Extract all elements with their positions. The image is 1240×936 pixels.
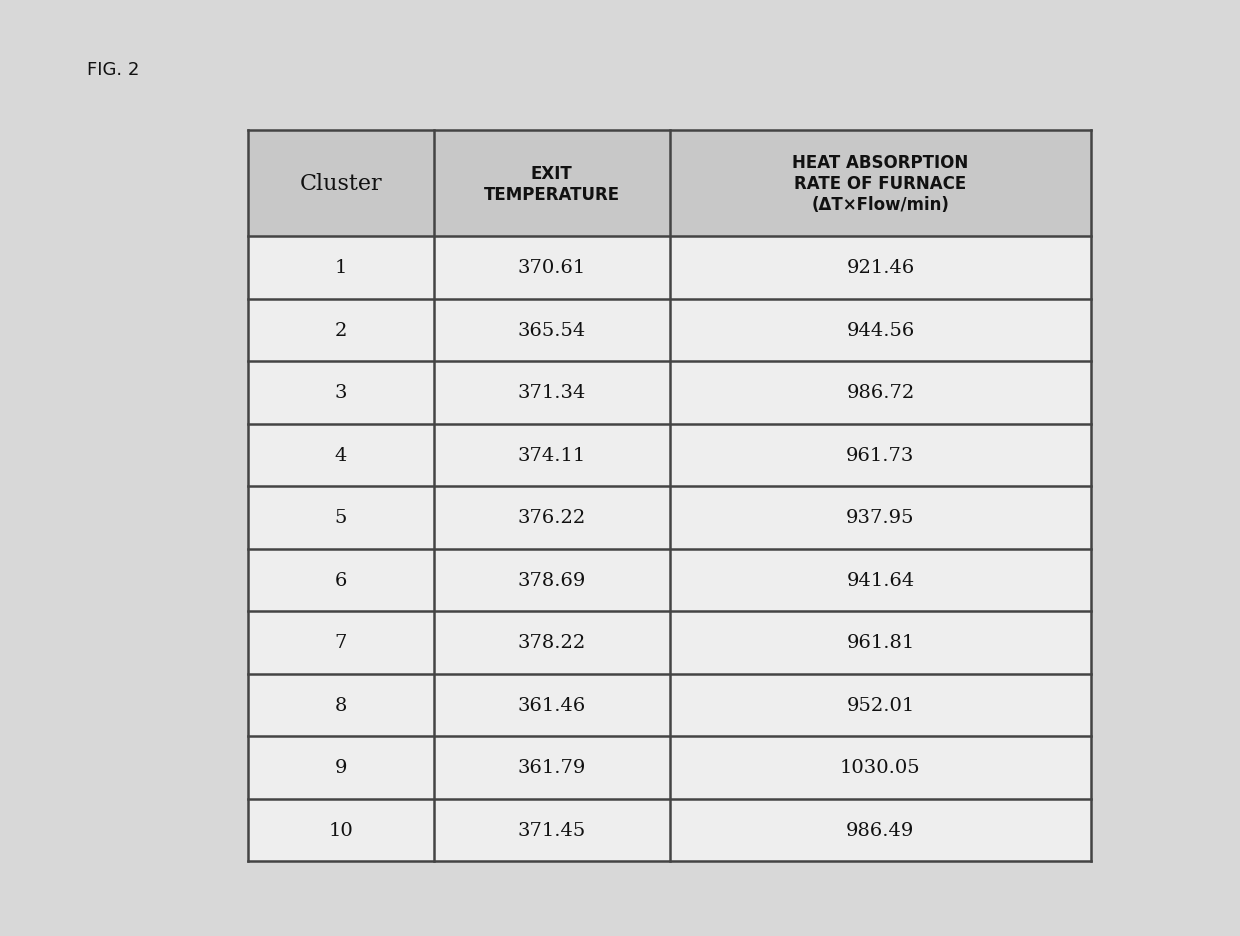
Text: Cluster: Cluster <box>299 173 382 195</box>
Text: 10: 10 <box>329 821 353 839</box>
Text: 5: 5 <box>335 509 347 527</box>
Text: 6: 6 <box>335 571 347 590</box>
Text: 3: 3 <box>335 384 347 402</box>
Text: 941.64: 941.64 <box>846 571 915 590</box>
Text: 371.34: 371.34 <box>517 384 585 402</box>
Text: 378.22: 378.22 <box>517 634 585 651</box>
Text: 8: 8 <box>335 696 347 714</box>
Text: 961.81: 961.81 <box>846 634 915 651</box>
Text: 370.61: 370.61 <box>517 259 585 277</box>
Text: 371.45: 371.45 <box>517 821 585 839</box>
Text: 361.79: 361.79 <box>517 758 585 777</box>
Text: HEAT ABSORPTION
RATE OF FURNACE
(ΔT×Flow/min): HEAT ABSORPTION RATE OF FURNACE (ΔT×Flow… <box>792 154 968 213</box>
Text: 7: 7 <box>335 634 347 651</box>
Text: 9: 9 <box>335 758 347 777</box>
Text: 921.46: 921.46 <box>846 259 915 277</box>
Text: 376.22: 376.22 <box>517 509 585 527</box>
Text: 365.54: 365.54 <box>517 322 585 340</box>
Text: FIG. 2: FIG. 2 <box>87 61 139 79</box>
Text: 961.73: 961.73 <box>846 446 915 464</box>
Text: 1: 1 <box>335 259 347 277</box>
Text: 986.49: 986.49 <box>846 821 915 839</box>
Text: 937.95: 937.95 <box>846 509 915 527</box>
Text: 1030.05: 1030.05 <box>839 758 921 777</box>
Text: 944.56: 944.56 <box>846 322 915 340</box>
Text: EXIT
TEMPERATURE: EXIT TEMPERATURE <box>484 165 620 203</box>
Text: 986.72: 986.72 <box>846 384 915 402</box>
Text: 952.01: 952.01 <box>846 696 915 714</box>
Text: 374.11: 374.11 <box>517 446 585 464</box>
Text: 361.46: 361.46 <box>517 696 585 714</box>
Text: 4: 4 <box>335 446 347 464</box>
Text: 2: 2 <box>335 322 347 340</box>
Text: 378.69: 378.69 <box>517 571 585 590</box>
